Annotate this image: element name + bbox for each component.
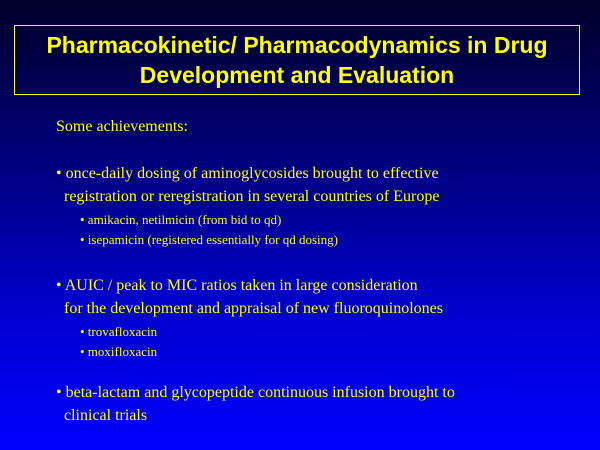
bullet-3-line-1: • beta-lactam and glycopeptide continuou… [56, 384, 455, 401]
bullet-2-sub-2: • moxifloxacin [80, 344, 158, 359]
bullet-1-sub-2: • isepamicin (registered essentially for… [80, 232, 338, 247]
bullet-2-sub-1: • trovafloxacin [80, 324, 158, 339]
bullet-3-line-2: clinical trials [64, 407, 148, 424]
bullet-1-line-1: • once-daily dosing of aminoglycosides b… [56, 165, 439, 182]
title-line-1: Pharmacokinetic/ Pharmacodynamics in Dru… [46, 32, 548, 58]
bullet-1-sub-1: • amikacin, netilmicin (from bid to qd) [80, 212, 282, 227]
slide-title: Pharmacokinetic/ Pharmacodynamics in Dru… [14, 25, 580, 95]
bullet-1-line-2: registration or reregistration in severa… [64, 188, 440, 205]
bullet-2-line-1: • AUIC / peak to MIC ratios taken in lar… [56, 277, 418, 294]
bullet-2-line-2: for the development and appraisal of new… [64, 300, 443, 317]
intro-text: Some achievements: [56, 118, 188, 135]
title-line-2: Development and Evaluation [139, 62, 455, 88]
